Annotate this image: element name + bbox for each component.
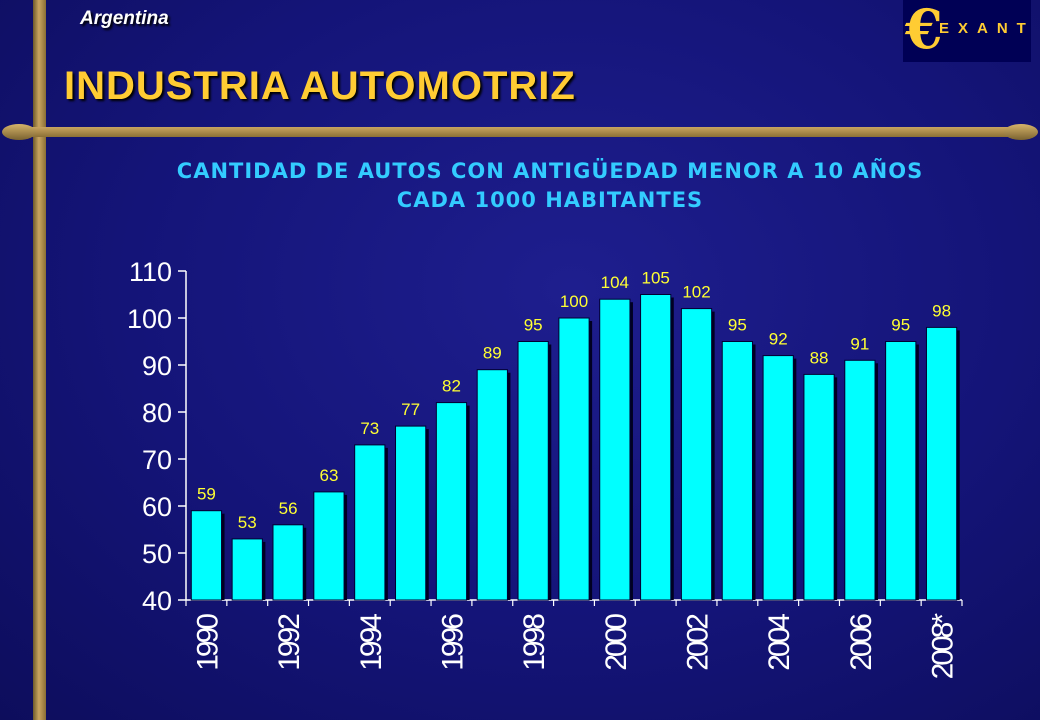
- gold-vertical-rule: [33, 0, 46, 720]
- x-tick-label: 2002: [682, 614, 715, 671]
- x-tick-label: 2008*: [927, 613, 960, 680]
- bar: [599, 298, 631, 601]
- logo-text: EXANTE: [939, 20, 1031, 37]
- bar-value-label: 73: [360, 419, 379, 438]
- bar: [190, 510, 223, 601]
- y-tick-label: 50: [142, 539, 172, 569]
- bar-value-label: 56: [279, 499, 298, 518]
- subtitle-line-2: CADA 1000 HABITANTES: [396, 188, 704, 212]
- x-tick-label: 1998: [518, 614, 551, 671]
- bar: [762, 355, 794, 601]
- x-tick-label: 1996: [436, 614, 469, 671]
- y-tick-label: 110: [129, 257, 172, 287]
- bar: [640, 294, 672, 601]
- bar-value-label: 53: [238, 513, 257, 532]
- y-tick-label: 100: [127, 304, 172, 334]
- bar: [517, 341, 549, 601]
- bar-value-label: 77: [401, 400, 420, 419]
- bar: [680, 308, 713, 601]
- bar: [476, 369, 508, 601]
- bar: [885, 341, 917, 601]
- x-tick-label: 2006: [845, 614, 878, 671]
- bar-value-label: 95: [891, 316, 910, 335]
- x-tick-label: 2004: [763, 614, 796, 671]
- bar-value-label: 89: [483, 344, 502, 363]
- bar: [558, 317, 590, 601]
- y-tick-label: 90: [142, 351, 172, 381]
- bar-value-label: 105: [641, 269, 669, 288]
- bar-value-label: 91: [850, 334, 869, 353]
- y-tick-label: 60: [142, 492, 172, 522]
- bar: [272, 524, 304, 601]
- bar: [395, 425, 427, 601]
- bar-value-label: 63: [319, 466, 338, 485]
- bar-value-label: 102: [682, 283, 710, 302]
- bar-value-label: 100: [560, 292, 588, 311]
- y-tick-label: 40: [142, 586, 172, 616]
- bar-value-label: 59: [197, 485, 216, 504]
- bar: [803, 373, 835, 601]
- y-tick-label: 80: [142, 398, 172, 428]
- x-tick-label: 2000: [600, 614, 633, 671]
- x-tick-label: 1992: [273, 614, 306, 671]
- bar: [435, 402, 468, 601]
- x-tick-label: 1994: [355, 614, 388, 671]
- bar: [844, 359, 876, 601]
- x-tick-label: 1990: [191, 614, 224, 671]
- bar: [231, 538, 263, 601]
- bar: [354, 444, 386, 601]
- bar-value-label: 95: [728, 316, 747, 335]
- bar-value-label: 104: [601, 273, 629, 292]
- bar: [925, 326, 958, 601]
- subtitle-line-1: CANTIDAD DE AUTOS CON ANTIGÜEDAD MENOR A…: [176, 159, 924, 183]
- bar-value-label: 98: [932, 301, 951, 320]
- bar-value-label: 95: [524, 316, 543, 335]
- logo-e-mark: €: [905, 0, 943, 61]
- bar-value-label: 92: [769, 330, 788, 349]
- rule-cap-left: [2, 124, 36, 140]
- bar-value-label: 88: [810, 348, 829, 367]
- rule-cap-right: [1004, 124, 1038, 140]
- country-label: Argentina: [80, 8, 169, 29]
- bar: [313, 491, 345, 601]
- y-tick-label: 70: [142, 445, 172, 475]
- gold-horizontal-rule: [6, 127, 1036, 137]
- bar: [721, 341, 753, 601]
- chart-subtitle: CANTIDAD DE AUTOS CON ANTIGÜEDAD MENOR A…: [80, 157, 1020, 215]
- exante-logo: € EXANTE: [903, 0, 1031, 62]
- page-title: INDUSTRIA AUTOMOTRIZ: [64, 64, 576, 108]
- bar-value-label: 82: [442, 377, 461, 396]
